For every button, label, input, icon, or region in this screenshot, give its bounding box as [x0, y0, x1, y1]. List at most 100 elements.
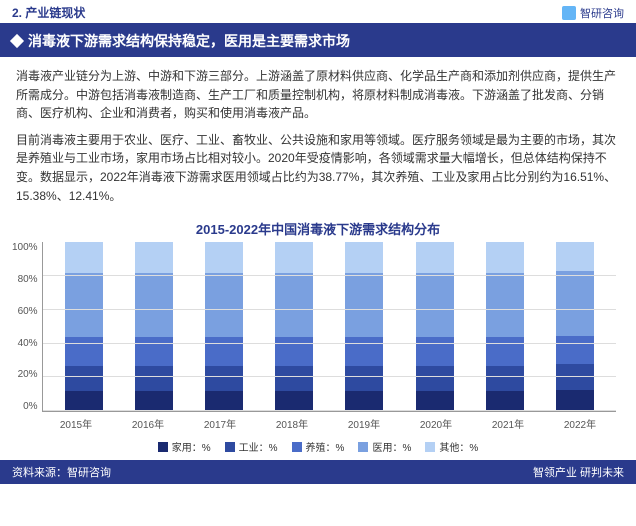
bar — [556, 242, 594, 411]
bar-segment — [556, 271, 594, 337]
bar — [416, 242, 454, 411]
legend-label: 家用：% — [172, 439, 211, 454]
brand-text: 智研咨询 — [580, 5, 624, 21]
x-tick: 2018年 — [276, 416, 308, 431]
bar — [275, 242, 313, 411]
legend-item: 养殖：% — [292, 439, 345, 454]
bar-segment — [486, 366, 524, 391]
body-text: 消毒液产业链分为上游、中游和下游三部分。上游涵盖了原材料供应商、化学品生产商和添… — [0, 57, 636, 217]
plot-area — [42, 242, 616, 412]
bar-segment — [65, 242, 103, 272]
y-tick: 0% — [12, 401, 38, 412]
legend-label: 养殖：% — [306, 439, 345, 454]
bar-segment — [135, 242, 173, 272]
bar-segment — [205, 242, 243, 272]
legend-label: 其他：% — [439, 439, 478, 454]
bar-segment — [135, 337, 173, 366]
bar — [345, 242, 383, 411]
bar-segment — [205, 337, 243, 366]
bar-segment — [135, 273, 173, 337]
chart-title: 2015-2022年中国消毒液下游需求结构分布 — [0, 219, 636, 238]
bar-segment — [416, 273, 454, 337]
x-axis: 2015年 2016年 2017年 2018年 2019年 2020年 2021年 2022年 — [0, 412, 636, 431]
x-tick: 2019年 — [348, 416, 380, 431]
bar — [65, 242, 103, 411]
bar-segment — [135, 391, 173, 411]
legend-item: 医用：% — [358, 439, 411, 454]
bar-segment — [556, 390, 594, 411]
legend-item: 家用：% — [158, 439, 211, 454]
slogan: 智领产业 研判未来 — [533, 464, 624, 480]
subtitle-bar: 消毒液下游需求结构保持稳定，医用是主要需求市场 — [0, 25, 636, 57]
chart: 100% 80% 60% 40% 20% 0% — [0, 242, 636, 412]
header: 2. 产业链现状 智研咨询 — [0, 0, 636, 25]
bar-segment — [556, 336, 594, 364]
bar-segment — [205, 391, 243, 411]
y-tick: 80% — [12, 274, 38, 285]
legend-label: 医用：% — [372, 439, 411, 454]
y-tick: 60% — [12, 306, 38, 317]
brand-icon — [562, 6, 576, 20]
bar — [486, 242, 524, 411]
bar-segment — [65, 273, 103, 337]
legend-swatch — [158, 442, 168, 452]
legend-swatch — [425, 442, 435, 452]
bar-segment — [135, 366, 173, 391]
legend-swatch — [358, 442, 368, 452]
brand: 智研咨询 — [562, 5, 624, 21]
bar-segment — [486, 242, 524, 272]
paragraph: 消毒液产业链分为上游、中游和下游三部分。上游涵盖了原材料供应商、化学品生产商和添… — [16, 67, 620, 123]
x-tick: 2021年 — [492, 416, 524, 431]
bar-segment — [205, 273, 243, 337]
bar-segment — [275, 273, 313, 337]
x-tick: 2016年 — [132, 416, 164, 431]
x-tick: 2015年 — [60, 416, 92, 431]
bar-segment — [275, 337, 313, 366]
bar-segment — [416, 366, 454, 391]
subtitle-text: 消毒液下游需求结构保持稳定，医用是主要需求市场 — [28, 31, 350, 51]
bar-segment — [345, 273, 383, 337]
bar-segment — [205, 366, 243, 391]
bar-segment — [65, 391, 103, 411]
gridline — [43, 275, 616, 276]
x-tick: 2020年 — [420, 416, 452, 431]
y-tick: 40% — [12, 338, 38, 349]
bar-segment — [275, 366, 313, 391]
bar-segment — [486, 273, 524, 337]
bar-segment — [556, 242, 594, 271]
footer: 资料来源：智研咨询 智领产业 研判未来 — [0, 460, 636, 484]
bar-segment — [486, 391, 524, 411]
bar-segment — [345, 242, 383, 272]
legend-item: 其他：% — [425, 439, 478, 454]
legend-swatch — [225, 442, 235, 452]
bar — [205, 242, 243, 411]
legend-item: 工业：% — [225, 439, 278, 454]
y-axis: 100% 80% 60% 40% 20% 0% — [12, 242, 42, 412]
bar-segment — [486, 337, 524, 366]
bar-segment — [345, 366, 383, 391]
section-label: 2. 产业链现状 — [12, 4, 85, 21]
source-label: 资料来源：智研咨询 — [12, 464, 111, 480]
bar-segment — [416, 391, 454, 411]
y-tick: 100% — [12, 242, 38, 253]
legend-swatch — [292, 442, 302, 452]
bar-segment — [416, 337, 454, 366]
bar-segment — [416, 242, 454, 272]
bar — [135, 242, 173, 411]
gridline — [43, 309, 616, 310]
paragraph: 目前消毒液主要用于农业、医疗、工业、畜牧业、公共设施和家用等领域。医疗服务领域是… — [16, 131, 620, 205]
gridline — [43, 376, 616, 377]
gridline — [43, 410, 616, 411]
gridline — [43, 343, 616, 344]
diamond-icon — [10, 34, 24, 48]
bar-segment — [65, 366, 103, 391]
x-tick: 2022年 — [564, 416, 596, 431]
bar-segment — [65, 337, 103, 366]
y-tick: 20% — [12, 369, 38, 380]
x-tick: 2017年 — [204, 416, 236, 431]
bar-segment — [275, 242, 313, 272]
legend: 家用：% 工业：% 养殖：% 医用：% 其他：% — [0, 439, 636, 454]
bar-segment — [345, 391, 383, 411]
bars-container — [43, 242, 616, 411]
bar-segment — [345, 337, 383, 366]
